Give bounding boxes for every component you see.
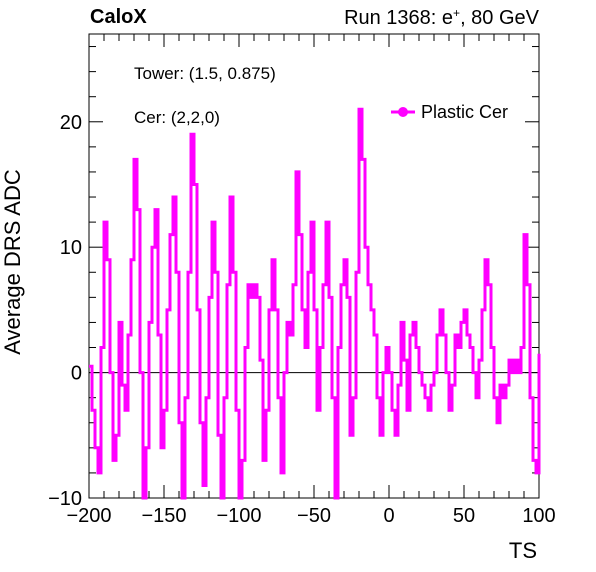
x-tick-label: 100	[522, 505, 555, 527]
y-axis-title: Average DRS ADC	[0, 169, 25, 355]
x-tick-label: 50	[453, 505, 475, 527]
run-label-prefix: Run 1368: e	[344, 7, 454, 29]
x-tick-label: −100	[216, 505, 261, 527]
run-label-superscript: +	[453, 6, 461, 20]
legend: Plastic Cer	[391, 102, 508, 122]
experiment-label: CaloX	[90, 6, 147, 28]
y-tick-label: 20	[60, 112, 82, 134]
annotation-box: Tower: (1.5, 0.875) Cer: (2,2,0)	[134, 64, 276, 127]
legend-marker	[398, 107, 408, 117]
x-tick-label: 0	[383, 505, 394, 527]
x-axis-title: TS	[509, 538, 537, 563]
annotation-tower: Tower: (1.5, 0.875)	[134, 64, 276, 83]
annotation-cer: Cer: (2,2,0)	[134, 108, 220, 127]
x-tick-label: −200	[66, 505, 111, 527]
y-tick-label: 0	[71, 363, 82, 385]
y-tick-label: 10	[60, 237, 82, 259]
legend-label: Plastic Cer	[421, 102, 508, 122]
series-line-plastic-cer	[89, 107, 541, 500]
run-label-suffix: , 80 GeV	[460, 7, 539, 29]
y-tick-label: −10	[48, 488, 82, 510]
run-label: Run 1368: e+, 80 GeV	[344, 6, 539, 30]
x-tick-label: −150	[141, 505, 186, 527]
x-tick-label: −50	[297, 505, 331, 527]
